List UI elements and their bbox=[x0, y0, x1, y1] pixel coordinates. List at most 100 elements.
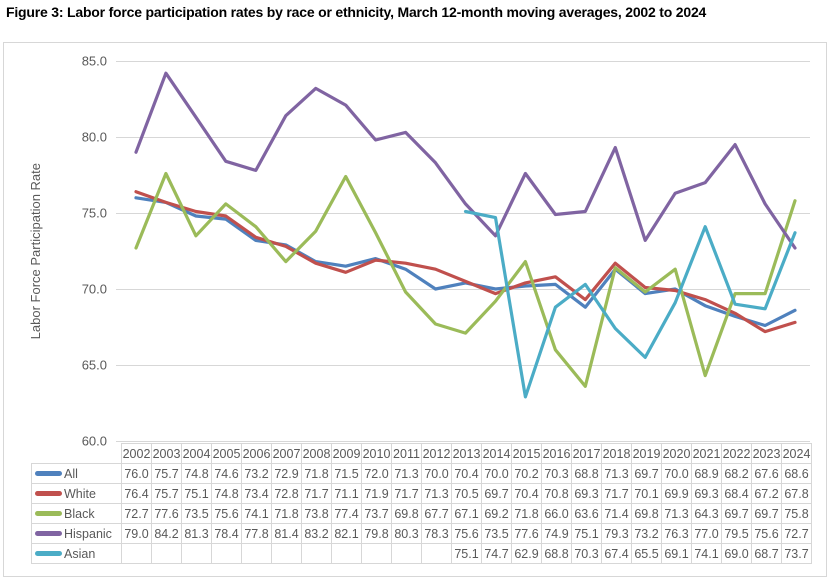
table-cell: 74.1 bbox=[241, 503, 272, 524]
table-cell: 67.2 bbox=[751, 483, 782, 504]
table-cell: 73.5 bbox=[481, 523, 512, 544]
table-cell: 68.8 bbox=[571, 463, 602, 484]
table-cell: 73.4 bbox=[241, 483, 272, 504]
legend-label: All bbox=[64, 466, 78, 481]
table-cell: 67.1 bbox=[451, 503, 482, 524]
table-row-all: All 76.0 75.7 74.8 74.6 73.2 72.9 71.8 71.5 72.0 7… bbox=[31, 463, 812, 484]
table-cell: 68.8 bbox=[541, 543, 572, 564]
table-cell: 69.7 bbox=[631, 463, 662, 484]
legend-label: Hispanic bbox=[64, 526, 112, 541]
table-cell: 73.8 bbox=[301, 503, 332, 524]
table-cell: 81.3 bbox=[181, 523, 212, 544]
table-row-hispanic: Hispanic 79.0 84.2 81.3 78.4 77.8 81.4 83.2 82.1… bbox=[31, 523, 812, 544]
table-cell: 70.8 bbox=[541, 483, 572, 504]
table-cell: 75.1 bbox=[571, 523, 602, 544]
table-cell: 72.7 bbox=[121, 503, 152, 524]
legend-swatch-asian bbox=[35, 551, 62, 556]
table-cell: 71.3 bbox=[421, 483, 452, 504]
table-header-row: 2002 2003 2004 2005 2006 2007 2008 2009 2010 2011… bbox=[31, 443, 812, 464]
table-cell: 69.7 bbox=[481, 483, 512, 504]
table-cell: 70.3 bbox=[571, 543, 602, 564]
table-cell: 80.3 bbox=[391, 523, 422, 544]
table-cell: 74.7 bbox=[481, 543, 512, 564]
table-cell: 69.2 bbox=[481, 503, 512, 524]
y-tick-label: 75.0 bbox=[82, 206, 107, 221]
table-cell: 73.7 bbox=[361, 503, 392, 524]
table-cell: 71.8 bbox=[271, 503, 302, 524]
legend-label: White bbox=[64, 486, 96, 501]
table-cell: 65.5 bbox=[631, 543, 662, 564]
table-cell: 75.6 bbox=[751, 523, 782, 544]
table-cell: 66.0 bbox=[541, 503, 572, 524]
year-header: 2015 bbox=[511, 443, 542, 464]
table-cell: 69.8 bbox=[391, 503, 422, 524]
legend-cell-white: White bbox=[31, 483, 122, 504]
table-cell: 73.2 bbox=[241, 463, 272, 484]
table-cell: 79.0 bbox=[121, 523, 152, 544]
table-cell: 70.0 bbox=[661, 463, 692, 484]
table-cell bbox=[241, 543, 272, 564]
year-header: 2009 bbox=[331, 443, 362, 464]
table-cell: 67.6 bbox=[751, 463, 782, 484]
table-cell: 69.7 bbox=[721, 503, 752, 524]
legend-cell-all: All bbox=[31, 463, 122, 484]
table-row-black: Black 72.7 77.6 73.5 75.6 74.1 71.8 73.8 77.4 73.… bbox=[31, 503, 812, 524]
table-cell: 71.5 bbox=[331, 463, 362, 484]
table-cell: 68.6 bbox=[781, 463, 812, 484]
table-cell: 76.4 bbox=[121, 483, 152, 504]
table-cell: 73.7 bbox=[781, 543, 812, 564]
table-cell: 69.1 bbox=[661, 543, 692, 564]
table-cell bbox=[331, 543, 362, 564]
y-axis-title-text: Labor Force Participation Rate bbox=[27, 162, 43, 340]
table-cell: 69.3 bbox=[571, 483, 602, 504]
table-cell: 64.3 bbox=[691, 503, 722, 524]
table-cell: 75.8 bbox=[781, 503, 812, 524]
table-cell bbox=[271, 543, 302, 564]
table-cell: 71.3 bbox=[601, 463, 632, 484]
table-row-asian: Asian 75.1 74.7 62.9 68.8 70.3 67.4 65.5 69.1 74.… bbox=[31, 543, 812, 564]
table-cell: 70.2 bbox=[511, 463, 542, 484]
year-header: 2011 bbox=[391, 443, 422, 464]
legend-label: Black bbox=[64, 506, 95, 521]
table-cell: 77.8 bbox=[241, 523, 272, 544]
table-cell: 74.6 bbox=[211, 463, 242, 484]
table-cell: 68.9 bbox=[691, 463, 722, 484]
table-cell: 69.3 bbox=[691, 483, 722, 504]
table-cell: 74.9 bbox=[541, 523, 572, 544]
table-cell: 81.4 bbox=[271, 523, 302, 544]
table-cell: 78.4 bbox=[211, 523, 242, 544]
table-cell: 71.7 bbox=[301, 483, 332, 504]
figure-title: Figure 3: Labor force participation rate… bbox=[6, 4, 707, 20]
table-cell bbox=[121, 543, 152, 564]
year-header: 2006 bbox=[241, 443, 272, 464]
table-cell: 73.5 bbox=[181, 503, 212, 524]
table-cell bbox=[211, 543, 242, 564]
table-cell: 68.4 bbox=[721, 483, 752, 504]
table-cell: 63.6 bbox=[571, 503, 602, 524]
series-line-asian bbox=[463, 209, 797, 399]
table-cell: 71.4 bbox=[601, 503, 632, 524]
data-table: 2002 2003 2004 2005 2006 2007 2008 2009 2010 2011… bbox=[31, 443, 812, 564]
year-header: 2010 bbox=[361, 443, 392, 464]
table-cell: 74.8 bbox=[181, 463, 212, 484]
y-tick-label: 80.0 bbox=[82, 130, 107, 145]
table-cell: 77.0 bbox=[691, 523, 722, 544]
year-header: 2005 bbox=[211, 443, 242, 464]
legend-cell-hispanic: Hispanic bbox=[31, 523, 122, 544]
table-cell: 70.0 bbox=[481, 463, 512, 484]
year-header: 2019 bbox=[631, 443, 662, 464]
table-cell: 83.2 bbox=[301, 523, 332, 544]
table-cell: 70.4 bbox=[451, 463, 482, 484]
year-header: 2002 bbox=[121, 443, 152, 464]
table-cell: 72.0 bbox=[361, 463, 392, 484]
table-cell: 76.3 bbox=[661, 523, 692, 544]
series-line-hispanic bbox=[134, 71, 797, 250]
table-cell: 72.7 bbox=[781, 523, 812, 544]
table-cell: 71.3 bbox=[661, 503, 692, 524]
series-line-white bbox=[134, 190, 797, 334]
table-cell: 84.2 bbox=[151, 523, 182, 544]
legend-swatch-black bbox=[35, 511, 62, 516]
y-tick-label: 70.0 bbox=[82, 282, 107, 297]
year-header: 2008 bbox=[301, 443, 332, 464]
